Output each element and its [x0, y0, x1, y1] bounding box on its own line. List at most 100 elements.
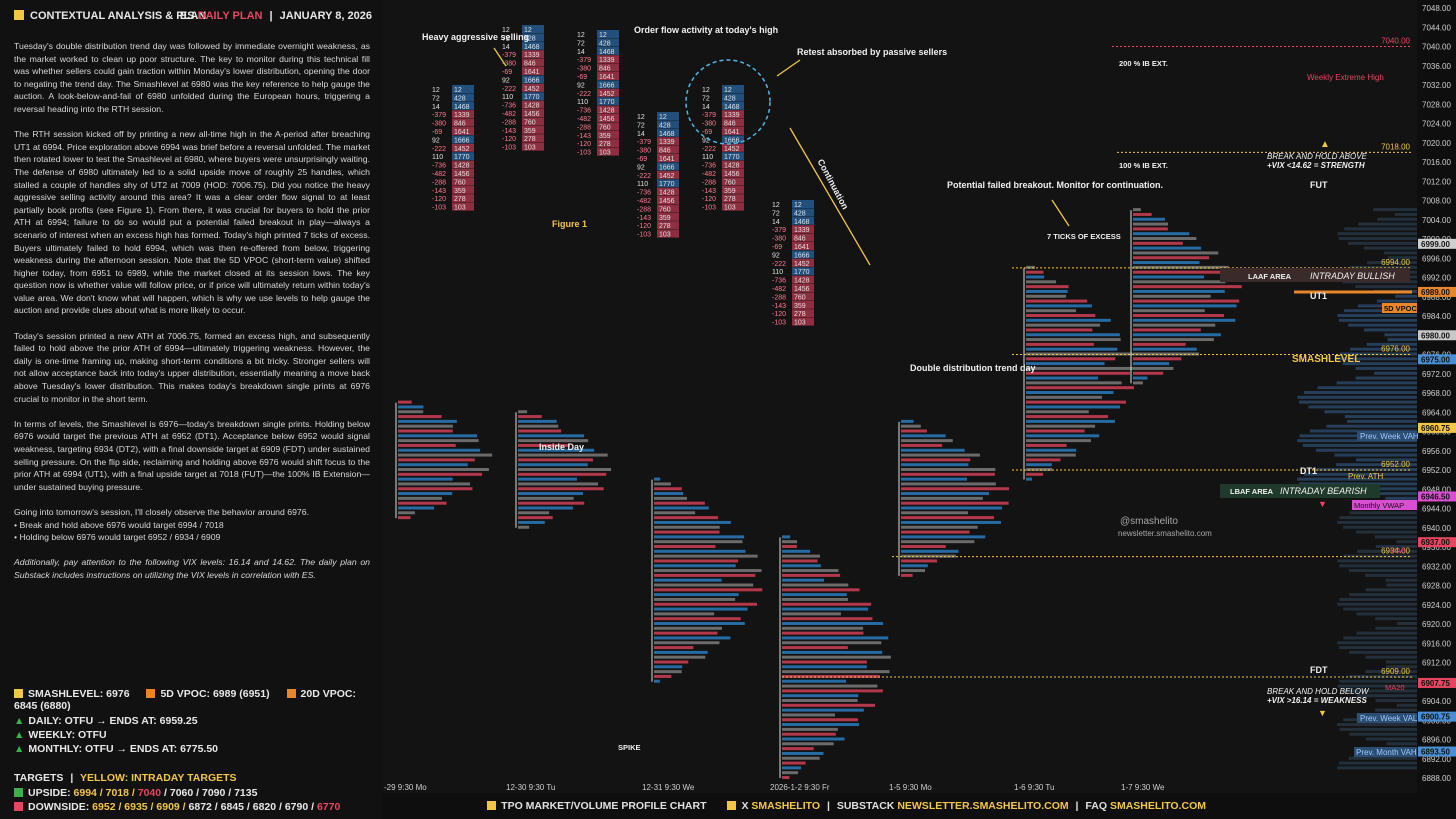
tpo-row: [654, 482, 671, 486]
tpo-profile: [395, 400, 493, 520]
tpo-row: [1026, 285, 1069, 289]
label-handle: @smashelito: [1120, 516, 1178, 527]
downside-targets: DOWNSIDE: 6952 / 6935 / 6909 / 6872 / 68…: [14, 801, 340, 813]
faq-link[interactable]: SMASHELITO.COM: [1109, 800, 1206, 812]
footprint-cell: [792, 317, 814, 326]
footprint-delta: -380: [702, 121, 716, 128]
footprint-volume: 428: [524, 35, 536, 42]
footprint-volume: 1770: [724, 154, 740, 161]
tpo-row: [1026, 439, 1091, 443]
x-handle-link[interactable]: SMASHELITO: [751, 800, 821, 812]
tpo-row: [518, 501, 585, 505]
footprint-delta: -380: [577, 66, 591, 73]
x-tick-label: 1-7 9:30 We: [1121, 783, 1165, 792]
substack-link[interactable]: NEWSLETTER.SMASHELITO.COM: [897, 800, 1069, 812]
footer-sep: |: [826, 800, 830, 812]
footprint-volume: 1641: [724, 129, 740, 136]
footprint-delta: 92: [502, 77, 510, 84]
volume-bar: [1356, 458, 1417, 462]
tpo-row: [518, 520, 545, 524]
tpo-row: [398, 496, 442, 500]
footprint-delta: -379: [702, 112, 716, 119]
tpo-row: [1133, 208, 1141, 212]
footprint-delta: 12: [432, 87, 440, 94]
volume-bar: [1394, 212, 1417, 216]
footprint-volume: 846: [599, 66, 611, 73]
footprint-delta: -69: [432, 129, 442, 136]
footprint-cell: [522, 134, 544, 143]
volume-bar: [1356, 612, 1417, 616]
footprint-delta: -120: [637, 223, 651, 230]
panel-header: CONTEXTUAL ANALYSIS & PLAN ES DAILY PLAN…: [14, 10, 372, 26]
tpo-row: [782, 766, 801, 770]
volume-bar: [1348, 569, 1417, 573]
footprint-volume: 1468: [599, 49, 615, 56]
footprint-volume: 1666: [794, 252, 810, 259]
volume-bar: [1344, 309, 1417, 313]
label-intraday-bearish: INTRADAY BEARISH: [1280, 486, 1367, 496]
tpo-row: [782, 588, 860, 592]
tpo-row: [901, 520, 1001, 524]
volume-bar: [1350, 265, 1417, 269]
footprint-delta: 72: [432, 95, 440, 102]
y-tick-label: 7048.00: [1422, 4, 1451, 13]
footprint-delta: -482: [772, 286, 786, 293]
tpo-row: [518, 419, 557, 423]
figure-label: Figure 1: [552, 219, 587, 229]
footprint-volume: 359: [599, 133, 611, 140]
tpo-row: [1026, 338, 1121, 342]
footprint-delta: 12: [702, 87, 710, 94]
level-value-label: 7018.00: [1381, 142, 1410, 151]
tpo-row: [782, 559, 818, 563]
price-label-box: [1418, 537, 1456, 548]
volume-bar: [1386, 583, 1417, 587]
footprint-cell: [792, 284, 814, 292]
footprint-volume: 428: [659, 122, 671, 129]
volume-bar: [1315, 448, 1417, 452]
footprint-cell: [657, 187, 679, 196]
tpo-row: [518, 410, 528, 414]
tpo-row: [901, 443, 943, 447]
y-tick-label: 7020.00: [1422, 139, 1451, 148]
tpo-row: [654, 554, 758, 558]
price-label-6999.00: 6999.00: [1418, 238, 1456, 249]
footprint-cell: [657, 120, 679, 129]
volume-bar: [1342, 362, 1417, 366]
footprint-volume: 1666: [659, 164, 675, 171]
paragraph: Additionally, pay attention to the follo…: [14, 557, 370, 580]
footprint-delta: 72: [637, 122, 645, 129]
footprint-volume: 1452: [724, 146, 740, 153]
footprint-delta: -380: [772, 236, 786, 243]
tpo-row: [782, 617, 873, 621]
tpo-row: [654, 646, 694, 650]
tpo-row: [654, 636, 731, 640]
volume-bar: [1339, 646, 1417, 650]
footprint-delta: -103: [502, 145, 516, 152]
volume-bar: [1373, 208, 1417, 212]
tpo-row: [1133, 237, 1197, 240]
tpo-row: [654, 588, 763, 592]
label-prev-week-val: Prev. Week VAL: [1360, 714, 1418, 723]
label-ut1: UT1: [1310, 291, 1327, 301]
tpo-row: [1026, 376, 1098, 380]
y-tick-label: 6956.00: [1422, 447, 1451, 456]
tpo-row: [1133, 275, 1205, 279]
tpo-row: [782, 694, 859, 698]
tpo-profile: [898, 419, 1010, 577]
tpo-row: [901, 439, 953, 443]
y-tick-label: 6948.00: [1422, 485, 1451, 494]
footprint-delta: -222: [702, 146, 716, 153]
label-prev-month-vah: Prev. Month VAH: [1356, 748, 1417, 757]
footprint-volume: 278: [524, 136, 536, 143]
tpo-row: [782, 593, 847, 597]
tpo-row: [1026, 318, 1111, 322]
footprint-cell: [792, 242, 814, 250]
tpo-row: [654, 597, 736, 601]
tpo-row: [901, 559, 938, 563]
volume-bar: [1375, 626, 1417, 630]
tpo-row: [1026, 304, 1092, 308]
footprint-delta: 72: [702, 95, 710, 102]
y-tick-label: 7028.00: [1422, 100, 1451, 109]
x-tick-label: 2026-1-2 9:30 Fr: [770, 783, 830, 792]
